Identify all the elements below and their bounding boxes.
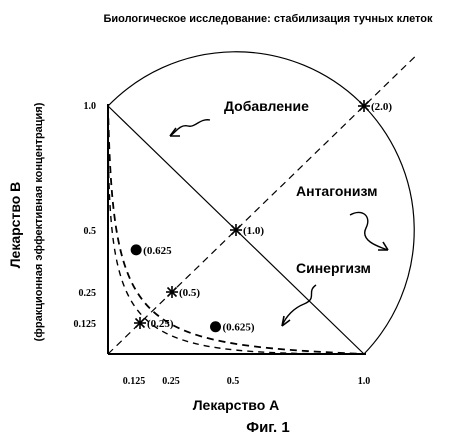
synergy-squiggle-arrow xyxy=(281,284,317,327)
data-markers: (2.0) (1.0) (0.5) (0.25) (0.625 (0.625) xyxy=(130,100,392,334)
point-label-4: (0.625 xyxy=(143,245,172,257)
y-tick-label-05: 0.5 xyxy=(84,226,97,237)
star-marker-3 xyxy=(134,317,146,329)
star-marker-1 xyxy=(230,224,242,236)
antagonism-squiggle-arrow xyxy=(349,211,389,251)
y-tick-label-025: 0.25 xyxy=(79,288,97,299)
star-marker-2 xyxy=(166,286,178,298)
figure-caption: Фиг. 1 xyxy=(246,419,289,436)
x-tick-label-10: 1.0 xyxy=(358,376,371,387)
star-marker-0 xyxy=(358,100,370,112)
point-label-0: (2.0) xyxy=(371,101,392,113)
synergy-curve-0625 xyxy=(107,105,365,355)
region-label-synergy: Синергизм xyxy=(296,260,371,276)
region-label-antagonism: Антагонизм xyxy=(296,183,377,199)
dot-marker-4 xyxy=(130,244,142,256)
y-tick-label-10: 1.0 xyxy=(84,101,97,112)
point-label-5: (0.625) xyxy=(223,322,255,334)
additive-squiggle-arrow xyxy=(169,119,211,137)
x-tick-label-05: 0.5 xyxy=(227,376,240,387)
x-axis-label: Лекарство А xyxy=(193,397,280,413)
y-axis-sublabel: (фракционная эффективная концентрация) xyxy=(33,102,45,341)
point-label-3: (0.25) xyxy=(147,318,174,330)
y-tick-label-0125: 0.125 xyxy=(74,319,97,330)
point-label-2: (0.5) xyxy=(179,287,200,299)
synergy-curve-05 xyxy=(107,105,365,355)
dot-marker-5 xyxy=(210,321,222,333)
y-axis-label: Лекарство В xyxy=(7,182,23,269)
point-label-1: (1.0) xyxy=(243,225,264,237)
region-label-additive: Добавление xyxy=(224,98,309,114)
x-tick-label-0125: 0.125 xyxy=(123,376,146,387)
chart-title: Биологическое исследование: стабилизация… xyxy=(103,13,433,25)
x-tick-label-025: 0.25 xyxy=(162,376,180,387)
